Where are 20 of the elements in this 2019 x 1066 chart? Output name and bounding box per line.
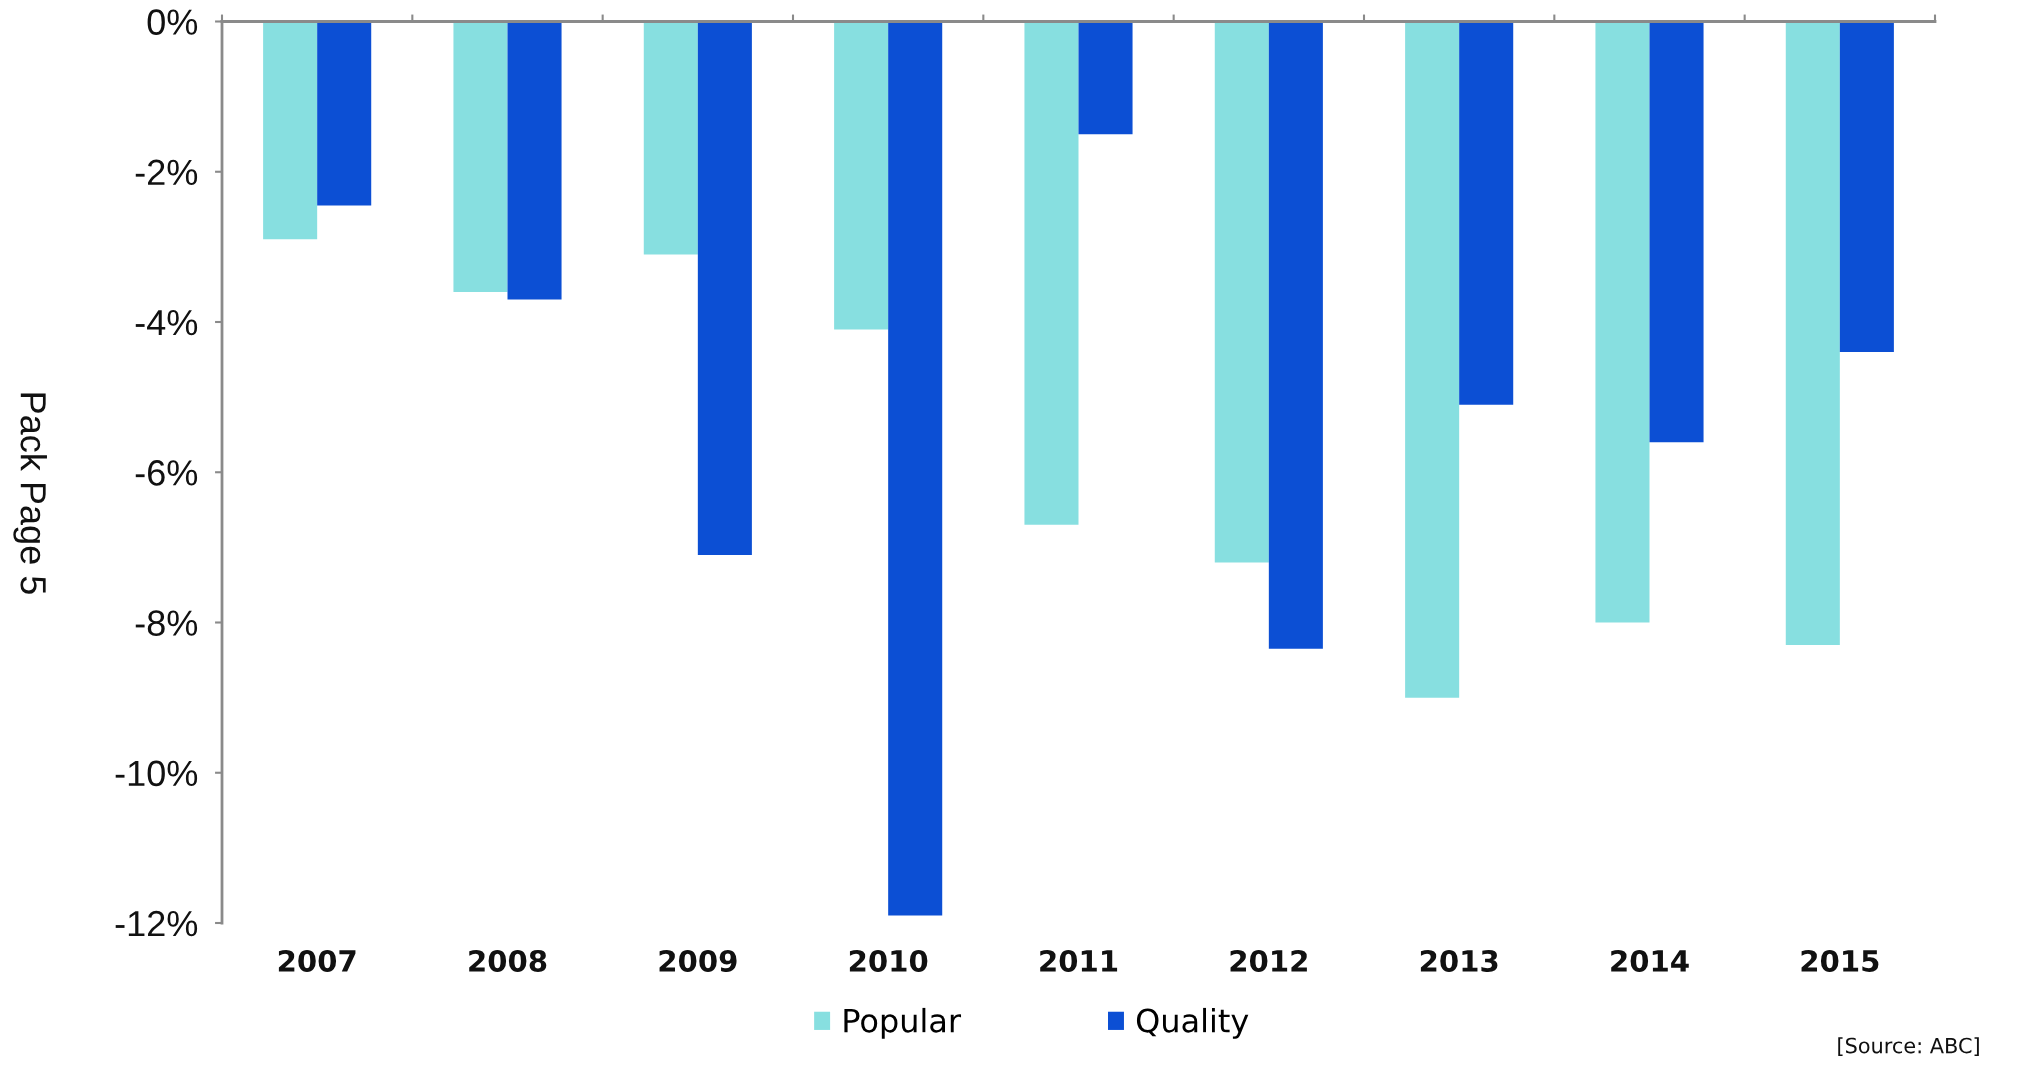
y-tick-label: -2% — [135, 159, 198, 186]
y-tick-label: -10% — [115, 760, 198, 787]
legend-label: Popular — [844, 1007, 962, 1039]
x-tick-label: 2007 — [278, 949, 356, 972]
text: [Source: ABC] — [1838, 1037, 1979, 1056]
x-tick-label: 2009 — [659, 949, 737, 972]
y-tick-label: -12% — [115, 910, 198, 937]
y-tick-label: 0% — [147, 9, 198, 35]
x-tick-label: 2011 — [1040, 949, 1118, 972]
x-tick-label: 2014 — [1611, 949, 1689, 972]
x-tick-label: 2015 — [1801, 949, 1879, 972]
x-tick-label: 2012 — [1230, 949, 1307, 972]
y-tick-label: -8% — [135, 610, 198, 636]
x-tick-label: 2008 — [469, 949, 547, 972]
y-tick-label: -6% — [135, 460, 198, 486]
legend-label: Quality — [1136, 1007, 1249, 1039]
x-tick-label: 2010 — [849, 949, 928, 972]
y-tick-label: -4% — [135, 310, 198, 336]
x-tick-label: 2013 — [1420, 949, 1498, 972]
y-axis-title: Pack Page 5 — [13, 393, 47, 594]
